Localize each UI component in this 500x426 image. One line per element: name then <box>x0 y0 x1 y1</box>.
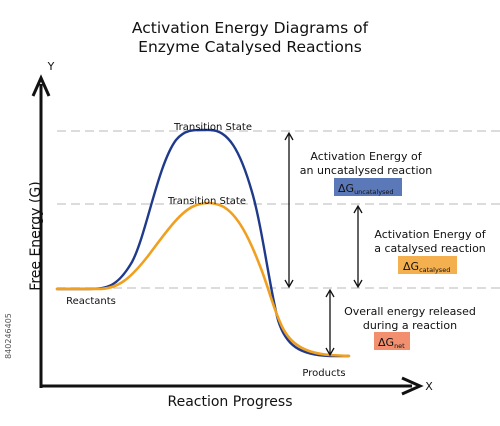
delta-g-net-subscript: net <box>394 342 405 350</box>
delta-g-net-text: ΔGnet <box>378 336 405 350</box>
title-line-2: Enzyme Catalysed Reactions <box>138 38 362 56</box>
delta-g-catalysed-symbol: ΔG <box>403 260 419 273</box>
reactants-label: Reactants <box>66 296 116 307</box>
y-axis-title: Free Energy (G) <box>28 181 44 290</box>
x-axis-title: Reaction Progress <box>167 394 292 410</box>
net-note-line-2: during a reaction <box>363 319 457 332</box>
delta-g-catalysed-badge <box>398 256 457 274</box>
delta-g-uncatalysed-text: ΔGuncatalysed <box>338 182 394 196</box>
catalysed-reaction-curve <box>55 201 351 358</box>
uncatalysed-transition-state-label: Transition State <box>173 122 252 133</box>
uncatalysed-note-line-1: Activation Energy of <box>310 150 422 163</box>
y-axis-letter: Y <box>47 60 55 73</box>
catalysed-transition-state-label: Transition State <box>167 196 246 207</box>
delta-g-catalysed-subscript: catalysed <box>419 266 450 274</box>
delta-g-net-symbol: ΔG <box>378 336 394 349</box>
delta-g-uncatalysed-badge <box>334 178 402 196</box>
catalysed-note-line-2: a catalysed reaction <box>374 242 486 255</box>
uncatalysed-note-line-2: an uncatalysed reaction <box>300 164 432 177</box>
x-axis-letter: X <box>425 380 433 393</box>
title-line-1: Activation Energy Diagrams of <box>132 19 369 37</box>
delta-g-net-badge <box>374 332 410 350</box>
stock-id: 840246405 <box>4 313 13 359</box>
x-axis-arrowhead <box>401 376 424 396</box>
delta-g-uncatalysed-subscript: uncatalysed <box>354 188 394 196</box>
delta-g-uncatalysed-symbol: ΔG <box>338 182 354 195</box>
net-note-line-1: Overall energy released <box>344 305 476 318</box>
products-label: Products <box>302 368 345 379</box>
uncatalysed-arrow-top-head <box>284 131 294 141</box>
catalysed-arrow-top-head <box>353 204 363 214</box>
y-axis-arrowhead <box>31 74 51 97</box>
net-arrow-top-head <box>325 288 335 298</box>
delta-g-catalysed-text: ΔGcatalysed <box>403 260 450 274</box>
net-arrow-bottom-head <box>325 347 335 357</box>
uncatalysed-arrow-bottom-head <box>284 279 294 289</box>
catalysed-arrow-bottom-head <box>353 279 363 289</box>
catalysed-note-line-1: Activation Energy of <box>374 228 486 241</box>
